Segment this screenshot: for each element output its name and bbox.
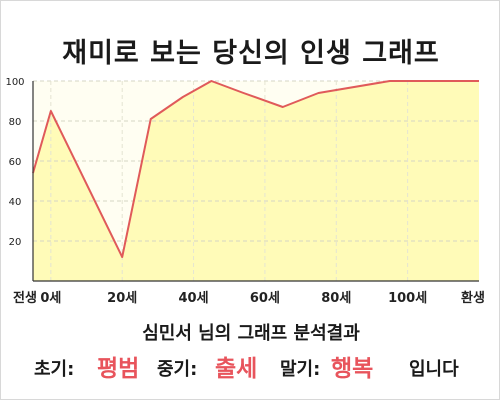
- late-value: 행복: [331, 356, 374, 382]
- x-tick-label: 60세: [250, 291, 280, 306]
- x-tick-label: 80세: [321, 291, 351, 306]
- y-tick-label: 20: [9, 237, 22, 248]
- x-tick-label: 환생: [461, 290, 485, 306]
- early-label: 초기:: [34, 359, 75, 380]
- y-tick-label: 40: [9, 197, 22, 208]
- late-label: 말기:: [280, 359, 321, 380]
- y-tick-label: 80: [9, 117, 22, 128]
- x-tick-label: 전생: [13, 290, 37, 306]
- analysis-summary: 심민서 님의 그래프 분석결과: [142, 323, 360, 344]
- early-value: 평범: [97, 356, 140, 382]
- area-fill: [33, 81, 479, 281]
- x-tick-label: 20세: [107, 291, 137, 306]
- result-suffix: 입니다: [409, 359, 459, 380]
- y-tick-label: 60: [9, 157, 22, 168]
- series-line: [32, 80, 479, 258]
- mid-value: 출세: [215, 356, 258, 382]
- page-title: 재미로 보는 당신의 인생 그래프: [62, 38, 440, 69]
- x-tick-label: 0세: [40, 291, 61, 306]
- y-tick-label: 100: [5, 77, 24, 88]
- mid-label: 중기:: [157, 359, 198, 380]
- x-tick-label: 40세: [179, 291, 209, 306]
- x-tick-label: 100세: [388, 291, 427, 306]
- analysis-result: 초기: 평범 중기: 출세 말기: 행복 입니다: [1, 347, 500, 383]
